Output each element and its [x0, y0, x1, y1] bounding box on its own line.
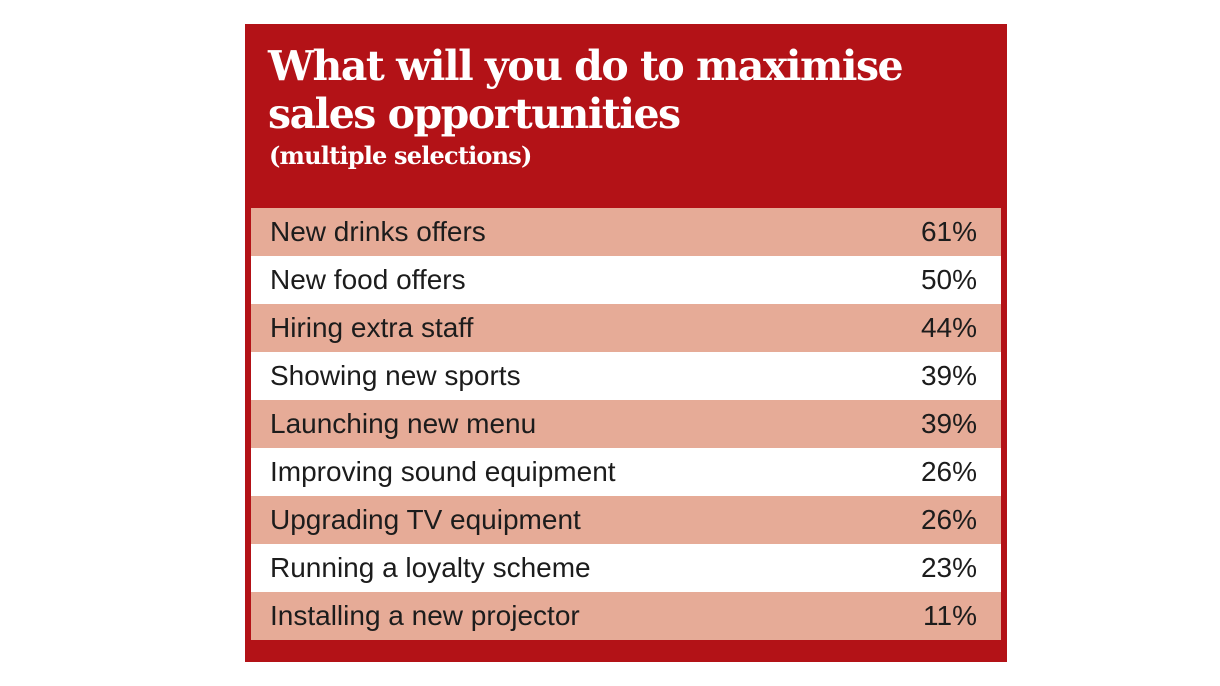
table-row: New food offers 50% — [251, 256, 1001, 304]
chart-subtitle: (multiple selections) — [269, 141, 532, 170]
row-value: 44% — [920, 312, 977, 343]
chart-title: What will you do to maximise sales opport… — [268, 42, 988, 138]
title-line-2: sales opportunities — [268, 90, 681, 138]
row-label: Hiring extra staff — [270, 312, 474, 343]
survey-table-card: What will you do to maximise sales opport… — [245, 24, 1007, 662]
table-row: Improving sound equipment 26% — [251, 448, 1001, 496]
row-label: Installing a new projector — [270, 600, 580, 631]
row-value: 61% — [920, 216, 977, 247]
row-value: 39% — [920, 408, 977, 439]
results-table: New drinks offers 61% New food offers 50… — [251, 208, 1001, 640]
title-line-1: What will you do to maximise — [268, 42, 904, 90]
row-value: 23% — [920, 552, 977, 583]
row-value: 39% — [920, 360, 977, 391]
row-label: Showing new sports — [270, 360, 521, 391]
table-row: Launching new menu 39% — [251, 400, 1001, 448]
row-value: 26% — [920, 504, 977, 535]
row-label: New drinks offers — [270, 216, 486, 247]
table-row: Running a loyalty scheme 23% — [251, 544, 1001, 592]
table-row: Installing a new projector 11% — [251, 592, 1001, 640]
row-value: 26% — [920, 456, 977, 487]
row-label: Running a loyalty scheme — [270, 552, 591, 583]
row-label: Improving sound equipment — [270, 456, 616, 487]
table-row: Showing new sports 39% — [251, 352, 1001, 400]
row-value: 11% — [923, 600, 977, 631]
table-row: Hiring extra staff 44% — [251, 304, 1001, 352]
row-label: New food offers — [270, 264, 466, 295]
row-label: Launching new menu — [270, 408, 537, 439]
table-row: New drinks offers 61% — [251, 208, 1001, 256]
table-row: Upgrading TV equipment 26% — [251, 496, 1001, 544]
row-value: 50% — [920, 264, 977, 295]
row-label: Upgrading TV equipment — [270, 504, 581, 535]
